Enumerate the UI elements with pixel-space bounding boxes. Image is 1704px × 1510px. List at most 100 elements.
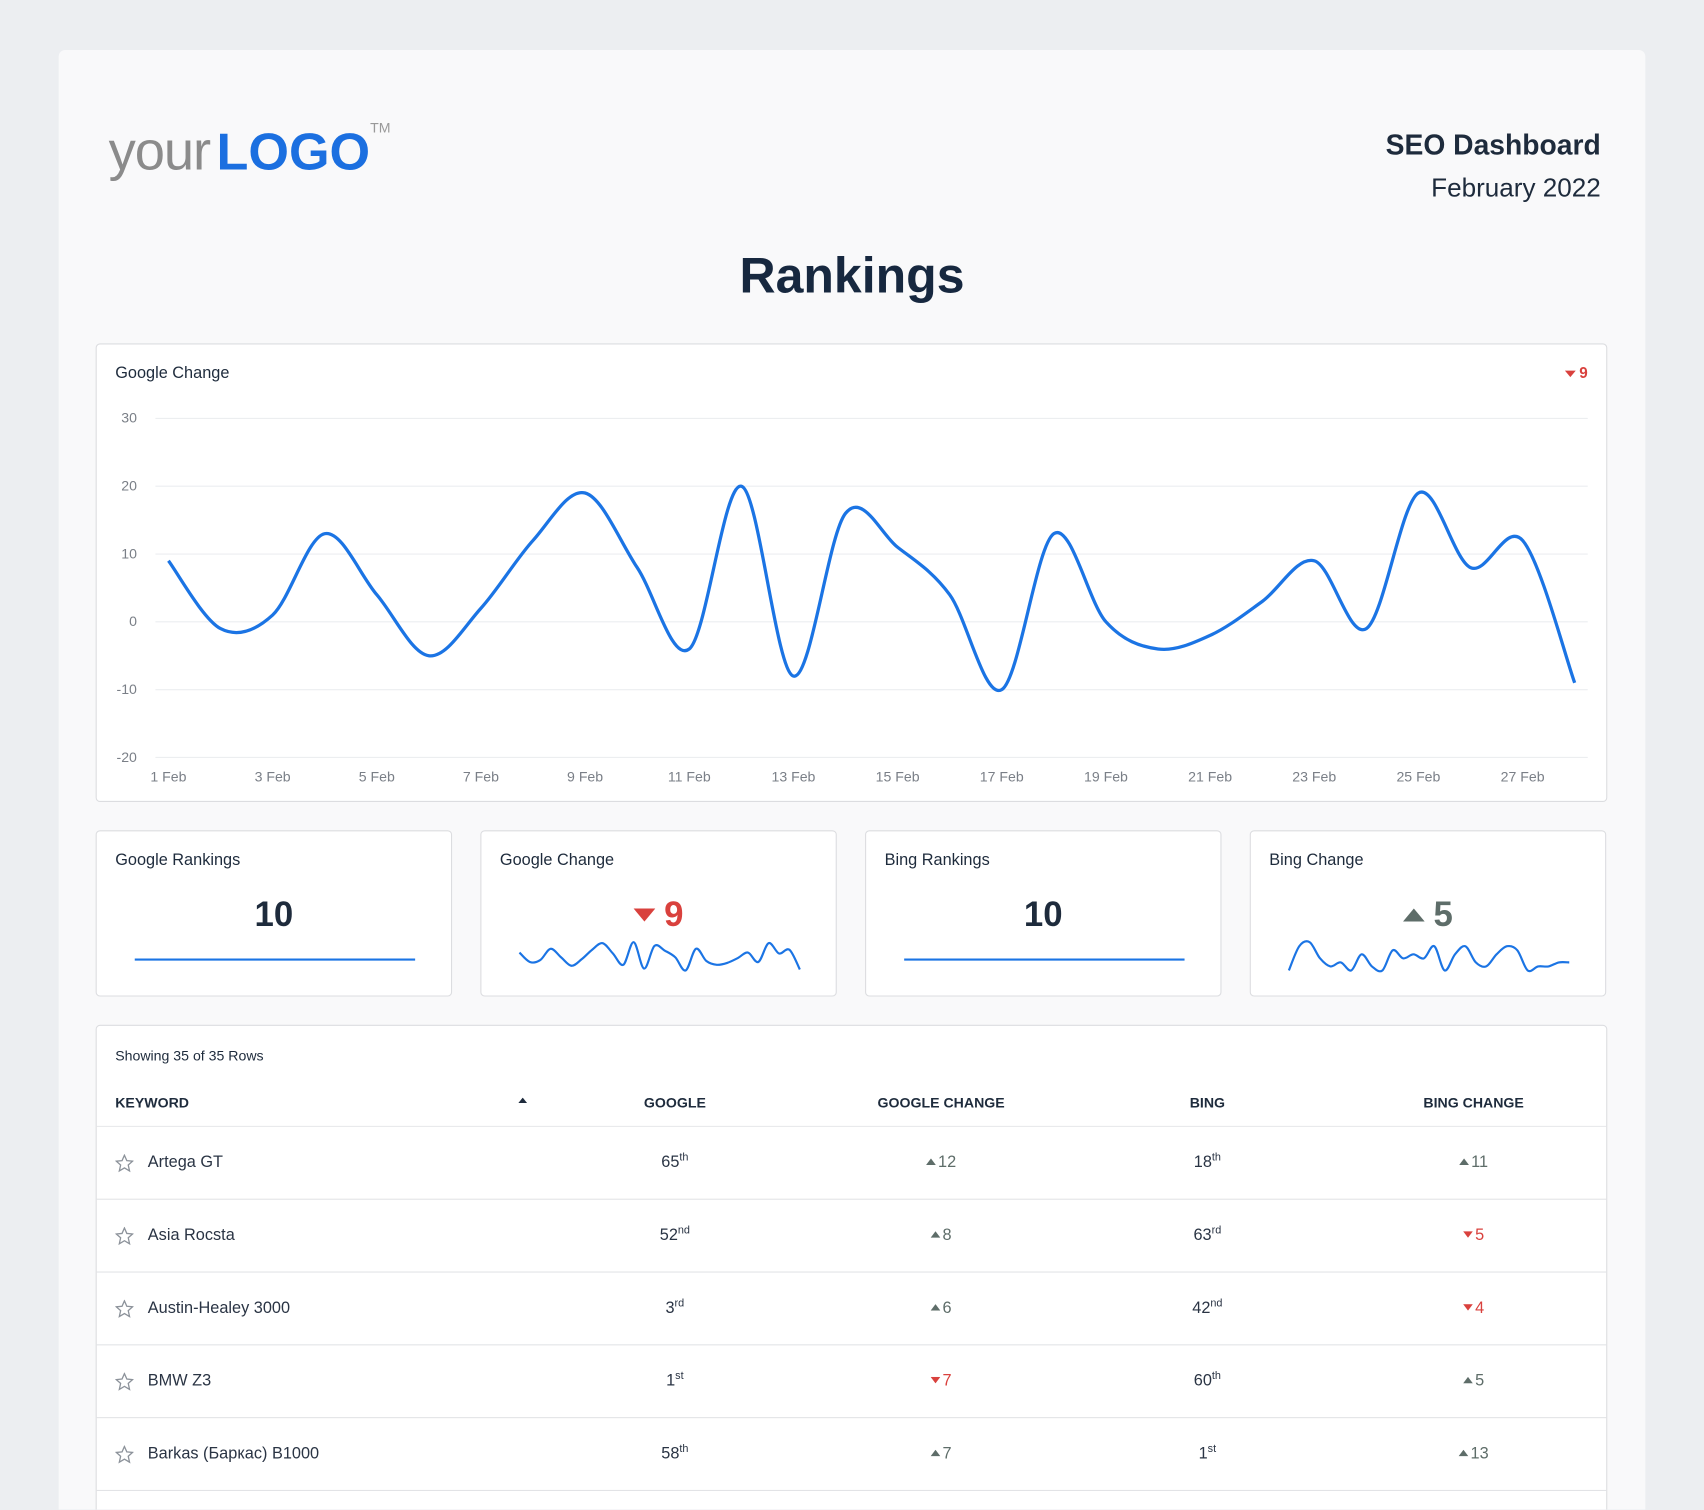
rank: 65 [661, 1153, 680, 1172]
down-arrow [930, 1376, 941, 1384]
star-icon[interactable] [115, 1154, 134, 1173]
rank: 1 [1198, 1444, 1208, 1463]
up-arrow [930, 1231, 941, 1238]
rank-suffix: th [679, 1151, 689, 1164]
arrow-shape [1403, 908, 1425, 922]
change-value: 6 [942, 1298, 952, 1318]
rank: 58 [661, 1444, 680, 1463]
x-tick-label: 9 Feb [567, 768, 603, 784]
bing-cell: 42nd [1192, 1273, 1222, 1345]
y-tick-label: 0 [129, 613, 137, 629]
up-arrow [1403, 908, 1425, 922]
x-tick-label: 25 Feb [1396, 768, 1440, 784]
change-value: 13 [1470, 1444, 1489, 1463]
arrow-shape [633, 908, 656, 922]
table-row: Barkas (Баркас) B1000 58th 7 1st 13 [96, 1418, 1607, 1492]
kpi-value-wrap: 10 [866, 894, 1220, 934]
bing-change-cell: 5 [1463, 1200, 1484, 1272]
kpi-card: Bing Change 5 [1249, 830, 1607, 997]
chart-change: 9 [1565, 364, 1588, 381]
logo: your LOGOTM [109, 120, 391, 183]
logo-light: your [108, 120, 211, 182]
google-cell: 58th [661, 1418, 688, 1490]
rank-suffix: st [1207, 1443, 1217, 1456]
star-icon[interactable] [115, 1445, 134, 1464]
chart-panel: Google Change 9 -20 -10 0 10 20 30 1 Feb 3 Feb 5… [95, 343, 1608, 803]
up-arrow [1459, 1158, 1469, 1165]
star-shape [115, 1154, 134, 1173]
star-icon[interactable] [115, 1299, 134, 1318]
page-title: Rankings [739, 246, 965, 304]
header-divider [96, 1125, 1607, 1127]
report-period: February 2022 [1431, 173, 1601, 204]
star-icon[interactable] [115, 1226, 134, 1246]
kpi-value-wrap: 9 [481, 894, 835, 934]
kpi-card: Google Change 9 [480, 830, 837, 997]
change-value: 5 [1475, 1225, 1485, 1245]
change-value: 11 [1471, 1153, 1489, 1172]
table-panel: Showing 35 of 35 Rows KEYWORD GOOGLE GOOGL… [95, 1024, 1608, 1510]
x-tick-label: 13 Feb [771, 768, 815, 784]
down-arrow [1463, 1304, 1473, 1311]
logo-mark: TM [370, 119, 391, 136]
bing-cell: 18th [1194, 1127, 1221, 1199]
kpi-title: Bing Change [1269, 850, 1364, 870]
arrow-shape [1463, 1304, 1473, 1311]
x-tick-label: 11 Feb [668, 768, 711, 784]
line [167, 484, 1577, 692]
up-arrow [1463, 1376, 1473, 1384]
bing-cell: 63rd [1193, 1200, 1221, 1272]
up-arrow [926, 1158, 936, 1165]
star-icon[interactable] [115, 1372, 134, 1391]
arrow-shape [930, 1449, 941, 1457]
kpi-value: 5 [1433, 894, 1453, 934]
arrow-shape [1463, 1231, 1473, 1238]
x-tick-label: 17 Feb [980, 768, 1024, 784]
change-value: 4 [1475, 1298, 1485, 1318]
sparkline-path [1287, 940, 1570, 973]
keyword: Artega GT [147, 1153, 224, 1172]
up-arrow [930, 1304, 941, 1311]
arrow-shape [926, 1158, 936, 1165]
google-change-cell: 7 [930, 1418, 952, 1490]
x-tick-label: 3 Feb [255, 768, 291, 784]
report-title: SEO Dashboard [1385, 128, 1601, 161]
arrow-shape [930, 1304, 941, 1311]
line-chart: -20 -10 0 10 20 30 1 Feb 3 Feb 5 Feb 7 Feb 9 Feb 11… [117, 410, 1588, 784]
google-change-cell: 6 [930, 1273, 952, 1345]
x-tick-label: 7 Feb [463, 768, 499, 784]
sort-icon[interactable] [518, 1097, 528, 1105]
chart-change-value: 9 [1579, 364, 1588, 382]
sparkline [134, 958, 416, 961]
rank-suffix: st [675, 1370, 684, 1383]
rank: 42 [1192, 1298, 1211, 1318]
column-header: BING CHANGE [1423, 1094, 1524, 1111]
keyword: Austin-Healey 3000 [147, 1298, 291, 1318]
bing-change-cell: 11 [1459, 1127, 1488, 1199]
google-cell: 52nd [660, 1200, 690, 1272]
rank-suffix: nd [1210, 1297, 1223, 1310]
bing-change-cell: 4 [1463, 1273, 1484, 1345]
table-summary: Showing 35 of 35 Rows [115, 1047, 264, 1064]
google-cell: 65th [661, 1127, 688, 1199]
change-value: 8 [942, 1225, 952, 1245]
star-shape [115, 1299, 134, 1318]
column-header: GOOGLE CHANGE [877, 1094, 1005, 1111]
column-header[interactable]: KEYWORD [115, 1094, 189, 1111]
kpi-card: Google Rankings 10 [95, 830, 453, 997]
table-row: Artega GT 65th 12 18th 11 [96, 1127, 1607, 1200]
google-cell: 1st [666, 1345, 684, 1417]
arrow-shape [1459, 1158, 1469, 1165]
rank-suffix: th [1211, 1370, 1221, 1383]
x-tick-label: 21 Feb [1188, 768, 1232, 784]
kpi-value: 9 [664, 894, 684, 934]
column-header: GOOGLE [643, 1094, 706, 1111]
rank: 63 [1193, 1225, 1212, 1245]
kpi-title: Google Change [499, 850, 615, 870]
x-tick-label: 5 Feb [359, 768, 395, 784]
arrow-shape [930, 1376, 941, 1384]
rank-suffix: rd [1211, 1224, 1222, 1237]
rank: 1 [666, 1371, 676, 1390]
change-value: 12 [938, 1153, 957, 1172]
chart-title: Google Change [115, 364, 230, 383]
